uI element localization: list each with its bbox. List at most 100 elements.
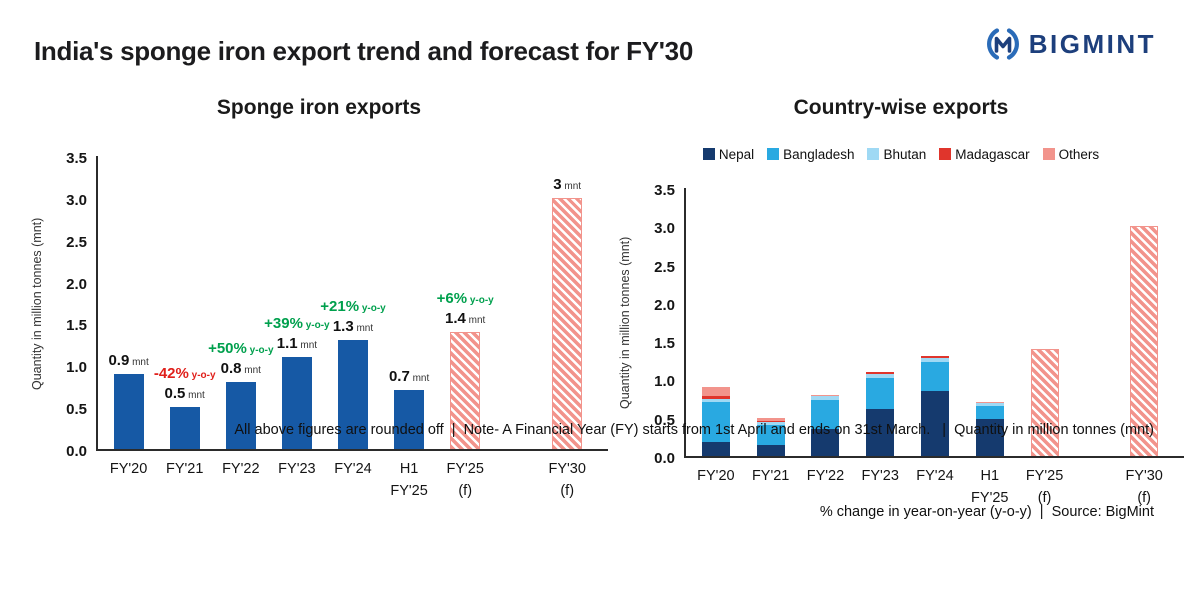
pct-change-label: +39% y-o-y	[264, 314, 330, 332]
x-tick-label: FY'21	[752, 465, 789, 487]
legend-label: Madagascar	[955, 146, 1030, 162]
bar-segment-nepal	[975, 419, 1004, 456]
x-tick-label: FY'24	[916, 465, 953, 487]
page-title: India's sponge iron export trend and for…	[34, 36, 693, 66]
y-tick-label: 1.0	[654, 373, 675, 391]
y-tick-label: 3.5	[66, 150, 87, 167]
y-tick-label: 0.0	[654, 450, 675, 467]
pct-change-label: +50% y-o-y	[208, 340, 274, 358]
bar-value-label: 0.7 mnt	[388, 368, 430, 386]
y-tick-label: 0.5	[654, 411, 675, 429]
y-tick-label: 2.5	[654, 258, 675, 276]
x-tick-label: FY'20	[697, 465, 734, 487]
stacked-bar	[1030, 348, 1059, 456]
y-tick-label: 2.5	[66, 233, 87, 251]
bar-segment-bhutan	[975, 403, 1004, 407]
x-tick-line: FY'22	[222, 461, 260, 477]
x-tick-label: FY'22	[222, 458, 259, 480]
bar-segment-bangladesh	[701, 402, 730, 443]
bar-segment-bhutan	[756, 422, 785, 426]
x-tick-label: FY'24	[334, 458, 371, 480]
bar	[394, 390, 425, 449]
x-tick-line: FY'20	[109, 461, 148, 477]
legend-label: Nepal	[718, 146, 755, 162]
bar-value-label: 0.9 mnt	[108, 351, 149, 369]
bar-segment-bangladesh	[921, 361, 949, 391]
bar	[169, 407, 200, 449]
y-tick-label: 0.5	[66, 401, 87, 419]
pct-change-label: -42% y-o-y	[153, 365, 216, 383]
x-tick-line: FY'21	[751, 468, 790, 484]
bigmint-logo-icon	[986, 28, 1019, 60]
x-tick-line: FY'30	[1125, 468, 1163, 484]
x-tick-label: FY'21	[166, 458, 203, 480]
forecast-segment	[1130, 226, 1159, 456]
pct-change-label: +6% y-o-y	[436, 289, 494, 307]
bar-segment-bhutan	[811, 395, 840, 401]
bar-segment-bhutan	[921, 358, 949, 362]
x-tick-line: FY'22	[806, 468, 845, 484]
bar-segment-others	[756, 417, 785, 421]
bar	[281, 356, 312, 449]
bar-value-label: 3 mnt	[553, 175, 582, 193]
bar	[113, 373, 144, 449]
footnote-line2: % change in year-on-year (y-o-y) | Sourc…	[819, 504, 1154, 521]
stacked-bar	[811, 394, 840, 456]
x-tick-line: FY'24	[334, 461, 372, 477]
bar	[450, 331, 481, 449]
brand-logo: BIGMINT	[985, 26, 1156, 62]
x-tick-label: FY'30 (f)	[548, 458, 585, 503]
chart-title-country-wise: Country-wise exports	[793, 96, 1009, 119]
bar-value-label: 0.8 mnt	[220, 360, 261, 378]
y-tick-label: 1.5	[66, 317, 87, 335]
bar	[552, 197, 583, 449]
x-tick-label: FY'30 (f)	[1125, 465, 1162, 510]
legend-swatch	[767, 148, 780, 160]
y-axis-ticks: 0.0 0.5 1.0 1.5 2.0 2.5 3.0 3.5	[50, 150, 96, 460]
footnote-line1: All above figures are rounded off | Note…	[234, 421, 1154, 438]
bar-segment-bangladesh	[866, 377, 895, 409]
bar-segment-others	[975, 402, 1004, 404]
legend-swatch	[1042, 148, 1055, 160]
bar-segment-nepal	[811, 429, 840, 456]
x-tick-label: FY'20	[110, 458, 147, 480]
y-tick-label: 0.0	[66, 443, 87, 460]
stacked-bar	[1130, 226, 1159, 456]
bar-value-label: 1.1 mnt	[276, 334, 318, 352]
x-tick-line: FY'30	[548, 461, 586, 477]
x-tick-label: FY'25 (f)	[446, 458, 483, 503]
y-tick-label: 3.0	[66, 191, 87, 209]
legend-swatch	[939, 148, 952, 160]
x-tick-label: FY'25 (f)	[1026, 465, 1063, 510]
chart-panel-sponge-iron-exports: Sponge iron exports Quantity in million …	[30, 96, 608, 499]
bar-value-label: 0.5 mnt	[164, 385, 205, 403]
legend-item: Others	[1042, 147, 1099, 162]
x-tick-line: (f)	[1037, 490, 1052, 507]
stacked-bar	[756, 417, 785, 456]
legend-item: Nepal	[702, 146, 755, 162]
x-tick-line: H1	[399, 461, 419, 477]
x-tick-line: FY'21	[165, 461, 204, 477]
legend-label: Bangladesh	[783, 146, 855, 162]
chart-country-wise: Quantity in million tonnes (mnt) 0.0 0.5 1…	[618, 182, 1184, 506]
legend-item: Bangladesh	[767, 147, 854, 162]
bar-value-label: 1.4 mnt	[445, 309, 486, 327]
chart-panel-country-wise-exports: Country-wise exports Nepal Bangladesh Bhut…	[618, 96, 1184, 506]
y-axis-label: Quantity in million tonnes (mnt)	[30, 217, 44, 390]
x-tick-label: H1 FY'25	[390, 458, 427, 503]
bar-segment-madagascar	[701, 396, 730, 399]
bar-segment-madagascar	[921, 356, 949, 358]
x-tick-line: (f)	[458, 483, 473, 500]
x-tick-label: H1 FY'25	[971, 465, 1008, 510]
stacked-bar	[921, 356, 949, 456]
chart-exports: Quantity in million tonnes (mnt) 0.0 0.5 1…	[30, 150, 608, 499]
bar-segment-nepal	[921, 390, 949, 456]
pct-change-label: +21% y-o-y	[320, 298, 386, 316]
x-tick-line: FY'20	[697, 468, 735, 484]
y-tick-label: 1.5	[654, 335, 675, 353]
bar	[338, 340, 368, 449]
legend-item: Bhutan	[867, 147, 926, 162]
brand-name: BIGMINT	[1028, 28, 1156, 59]
bar-segment-nepal	[866, 408, 895, 456]
